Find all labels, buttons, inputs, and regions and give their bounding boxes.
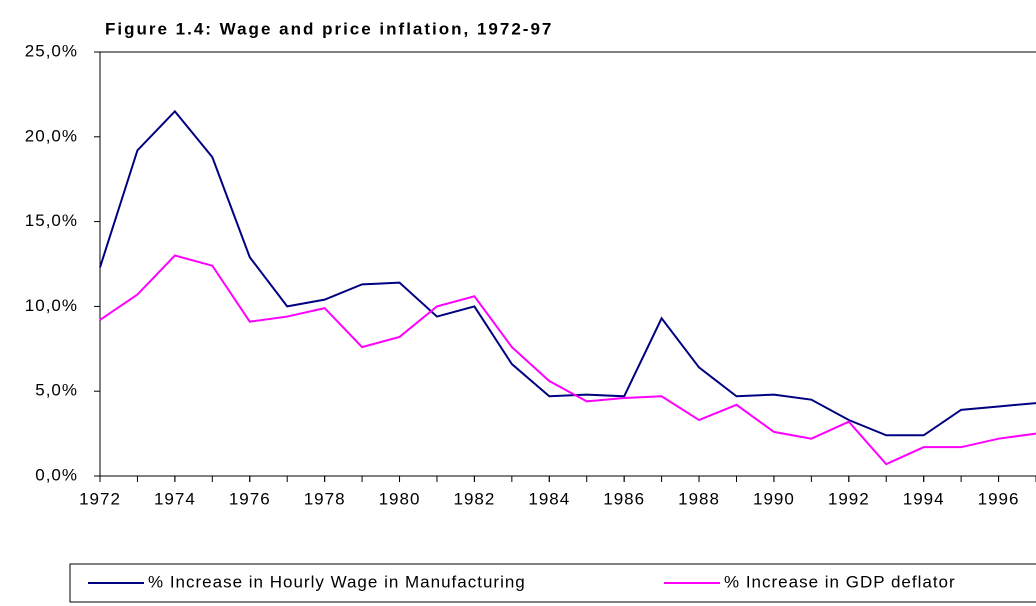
x-tick-label: 1980: [379, 489, 421, 508]
legend-box: [69, 563, 1036, 603]
y-tick-label: 5,0%: [35, 381, 78, 400]
y-tick-label: 15,0%: [25, 211, 78, 230]
y-tick-label: 25,0%: [25, 41, 78, 60]
legend-label: % Increase in Hourly Wage in Manufacturi…: [148, 572, 526, 591]
x-tick-label: 1996: [978, 489, 1020, 508]
y-tick-label: 10,0%: [25, 296, 78, 315]
x-tick-label: 1972: [79, 489, 121, 508]
x-tick-label: 1974: [154, 489, 196, 508]
x-tick-label: 1994: [903, 489, 945, 508]
chart-title: Figure 1.4: Wage and price inflation, 19…: [105, 19, 553, 38]
x-tick-label: 1982: [453, 489, 495, 508]
x-tick-label: 1978: [304, 489, 346, 508]
x-tick-label: 1988: [678, 489, 720, 508]
series-line: [99, 109, 1036, 437]
x-tick-label: 1992: [828, 489, 870, 508]
x-tick-label: 1976: [229, 489, 271, 508]
y-tick-label: 0,0%: [35, 465, 78, 484]
x-tick-label: 1984: [528, 489, 570, 508]
legend-label: % Increase in GDP deflator: [724, 572, 956, 591]
x-tick-label: 1990: [753, 489, 795, 508]
series-line: [99, 254, 1036, 466]
y-tick-label: 20,0%: [25, 126, 78, 145]
x-tick-label: 1986: [603, 489, 645, 508]
